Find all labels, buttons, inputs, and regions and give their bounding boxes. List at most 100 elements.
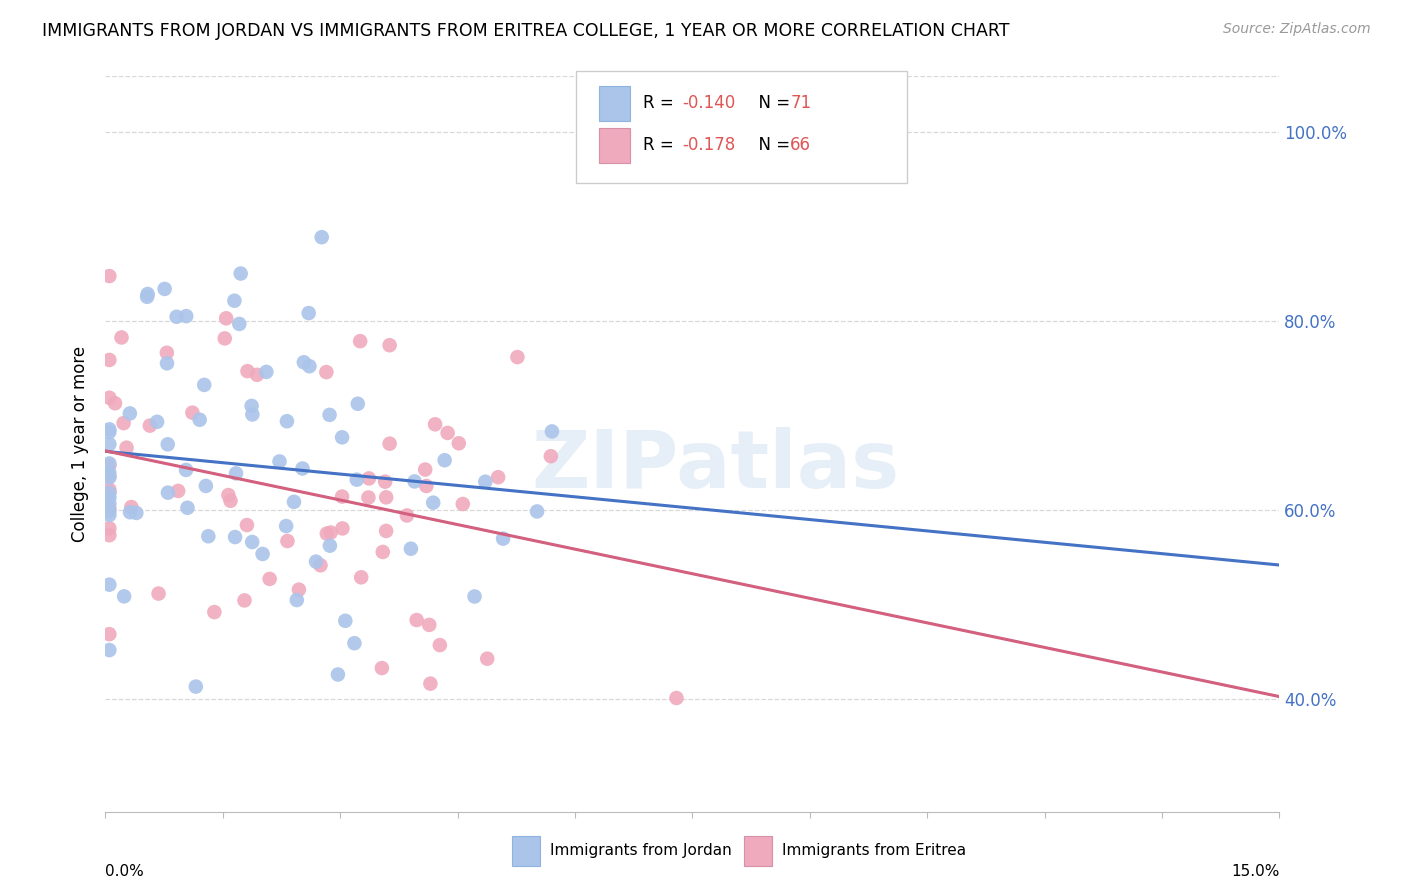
Point — [371, 545, 394, 559]
Point — [541, 425, 564, 439]
Point — [375, 524, 398, 538]
Point — [413, 462, 436, 476]
Point — [224, 293, 246, 308]
Point — [148, 586, 170, 600]
Point — [506, 350, 529, 364]
Point — [436, 425, 458, 440]
Point — [288, 582, 311, 597]
Point — [330, 490, 353, 504]
Point — [240, 399, 263, 413]
Text: Immigrants from Eritrea: Immigrants from Eritrea — [782, 844, 966, 858]
Point — [259, 572, 281, 586]
Point — [429, 638, 451, 652]
Point — [240, 408, 263, 422]
Text: IMMIGRANTS FROM JORDAN VS IMMIGRANTS FROM ERITREA COLLEGE, 1 YEAR OR MORE CORREL: IMMIGRANTS FROM JORDAN VS IMMIGRANTS FRO… — [42, 22, 1010, 40]
Point — [156, 437, 179, 451]
Point — [194, 479, 217, 493]
Point — [330, 430, 353, 444]
Point — [298, 306, 321, 320]
Point — [233, 593, 256, 607]
Point — [486, 470, 509, 484]
Point — [374, 475, 396, 489]
Point — [202, 605, 225, 619]
Point — [139, 418, 162, 433]
Text: 15.0%: 15.0% — [1232, 863, 1279, 879]
Point — [236, 364, 259, 378]
Point — [451, 497, 474, 511]
Point — [378, 338, 401, 352]
Point — [118, 505, 141, 519]
Text: -0.140: -0.140 — [682, 95, 735, 112]
Point — [292, 355, 315, 369]
Point — [125, 506, 148, 520]
Point — [229, 267, 252, 281]
Point — [98, 422, 121, 436]
Point — [540, 449, 562, 463]
Point — [375, 491, 398, 505]
Point — [378, 436, 401, 450]
Point — [181, 406, 204, 420]
Point — [371, 661, 394, 675]
Point — [156, 345, 179, 359]
Point — [309, 558, 332, 573]
Point — [285, 593, 308, 607]
Point — [98, 469, 121, 483]
Point — [399, 541, 422, 556]
Point — [319, 539, 342, 553]
Text: Source: ZipAtlas.com: Source: ZipAtlas.com — [1223, 22, 1371, 37]
Text: N =: N = — [748, 136, 796, 154]
Point — [418, 618, 440, 632]
Point — [98, 491, 121, 505]
Point — [98, 437, 121, 451]
Point — [423, 417, 446, 432]
Point — [464, 590, 486, 604]
Point — [332, 521, 354, 535]
Point — [415, 479, 437, 493]
Point — [197, 529, 219, 543]
Point — [433, 453, 456, 467]
Point — [291, 461, 314, 475]
Point — [120, 500, 142, 514]
Point — [349, 334, 371, 348]
Point — [217, 488, 239, 502]
Point — [112, 416, 135, 430]
Point — [215, 311, 238, 326]
Point — [98, 501, 121, 516]
Point — [98, 391, 121, 405]
Point — [174, 309, 197, 323]
Point — [176, 500, 198, 515]
Point — [357, 471, 380, 485]
Point — [184, 680, 207, 694]
Point — [346, 473, 368, 487]
Point — [98, 528, 121, 542]
Point — [335, 614, 357, 628]
Point — [319, 525, 342, 540]
Point — [224, 530, 246, 544]
Text: ZIPatlas: ZIPatlas — [531, 427, 900, 505]
Point — [315, 365, 337, 379]
Point — [98, 485, 121, 500]
Point — [188, 413, 211, 427]
Point — [252, 547, 274, 561]
Point — [357, 491, 380, 505]
Point — [136, 287, 159, 301]
Point — [315, 526, 337, 541]
Point — [193, 377, 215, 392]
Point — [404, 475, 426, 489]
Text: -0.178: -0.178 — [682, 136, 735, 154]
Point — [98, 353, 121, 368]
Point — [492, 532, 515, 546]
Point — [115, 441, 138, 455]
Text: Immigrants from Jordan: Immigrants from Jordan — [550, 844, 731, 858]
Point — [283, 495, 305, 509]
Point — [136, 290, 159, 304]
Point — [422, 496, 444, 510]
Point — [276, 414, 298, 428]
Point — [219, 493, 242, 508]
Point — [167, 483, 190, 498]
Point — [526, 504, 548, 518]
Point — [98, 577, 121, 591]
Point — [98, 504, 121, 518]
Point — [98, 483, 121, 497]
Text: R =: R = — [643, 136, 679, 154]
